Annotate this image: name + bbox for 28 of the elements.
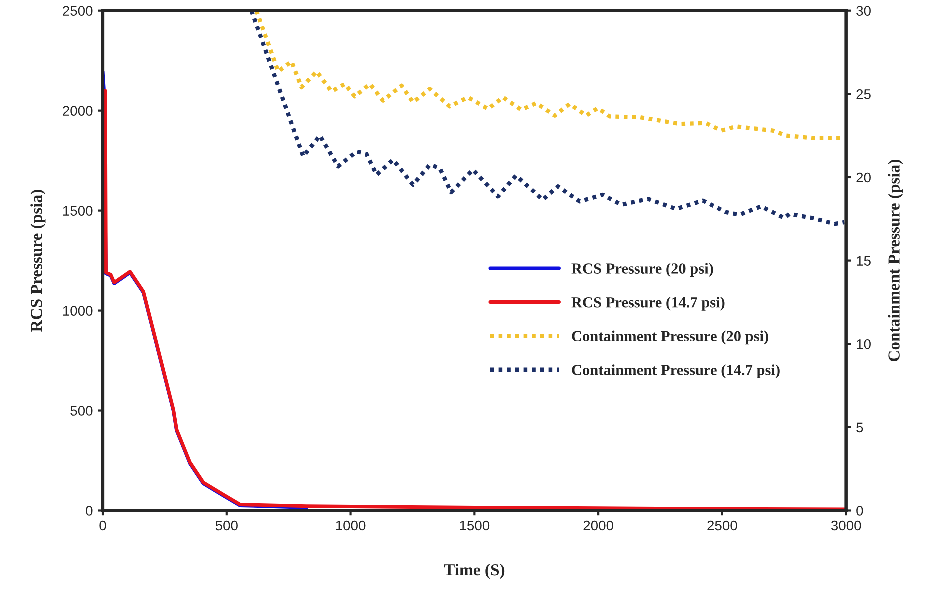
legend-label: Containment Pressure (20 psi) xyxy=(572,330,768,345)
x-tick-label: 3000 xyxy=(831,520,862,531)
y-tick-label: 1500 xyxy=(63,206,93,216)
y2-tick-label: 25 xyxy=(856,90,871,100)
y2-tick-label: 20 xyxy=(856,172,871,183)
x-tick-label: 1000 xyxy=(336,520,366,531)
legend-label: RCS Pressure (14.7 psi) xyxy=(572,297,725,311)
y-tick-label: 2500 xyxy=(63,6,93,16)
y-tick-label: 2000 xyxy=(63,106,93,116)
x-tick-label: 1500 xyxy=(460,520,490,531)
x-tick-label: 2500 xyxy=(708,520,738,531)
y2-tick-label: 30 xyxy=(856,6,871,16)
y-tick-label: 500 xyxy=(70,406,93,416)
y2-tick-label: 0 xyxy=(856,506,864,516)
y2-tick-label: 15 xyxy=(857,256,871,266)
legend-label: RCS Pressure (20 psi) xyxy=(572,263,714,278)
legend-label: Containment Pressure (14.7 psi) xyxy=(572,364,780,378)
y-axis-title: RCS Pressure (psia) xyxy=(30,190,46,332)
y2-axis-title: Containment Pressure (psia) xyxy=(888,160,904,362)
line-series xyxy=(250,10,846,226)
y2-tick-label: 5 xyxy=(856,422,864,433)
y-tick-label: 0 xyxy=(86,506,93,516)
y2-tick-label: 10 xyxy=(857,339,871,350)
x-axis-title: Time (S) xyxy=(444,564,505,580)
x-tick-label: 500 xyxy=(216,520,238,531)
x-tick-label: 0 xyxy=(100,520,106,531)
x-tick-label: 2000 xyxy=(584,520,614,531)
y-tick-label: 1000 xyxy=(63,306,93,316)
